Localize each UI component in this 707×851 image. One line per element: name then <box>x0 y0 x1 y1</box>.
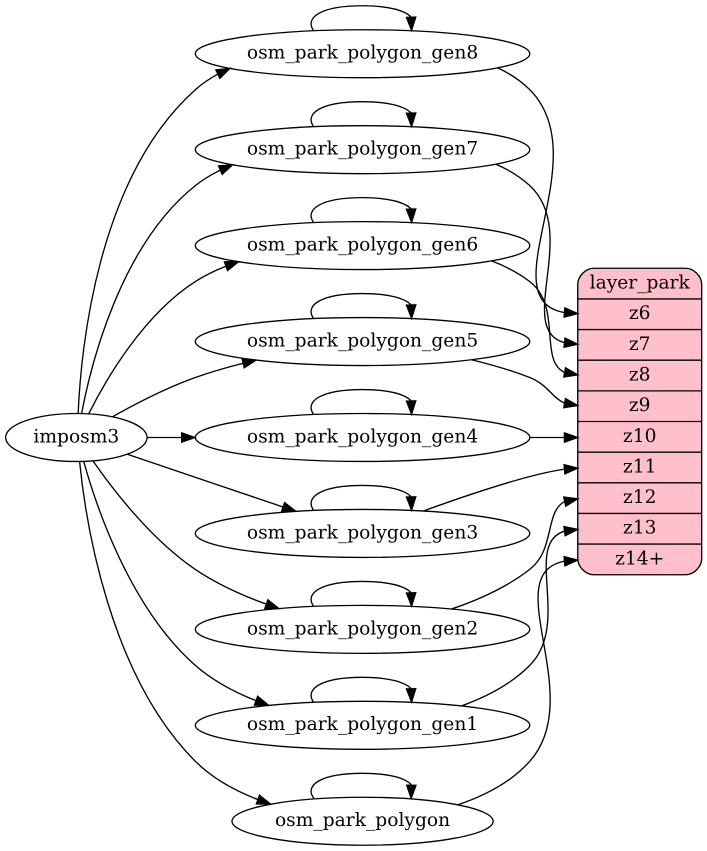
svg-text:z6: z6 <box>629 303 651 324</box>
svg-text:osm_park_polygon_gen3: osm_park_polygon_gen3 <box>247 522 478 543</box>
svg-text:osm_park_polygon: osm_park_polygon <box>275 810 450 831</box>
svg-text:osm_park_polygon_gen4: osm_park_polygon_gen4 <box>247 426 478 447</box>
svg-text:osm_park_polygon_gen2: osm_park_polygon_gen2 <box>247 618 478 639</box>
svg-text:osm_park_polygon_gen1: osm_park_polygon_gen1 <box>247 714 478 735</box>
svg-text:z10: z10 <box>623 426 657 447</box>
svg-text:osm_park_polygon_gen6: osm_park_polygon_gen6 <box>247 235 478 256</box>
svg-text:z14+: z14+ <box>615 548 664 569</box>
svg-text:osm_park_polygon_gen5: osm_park_polygon_gen5 <box>247 330 478 351</box>
svg-text:layer_park: layer_park <box>590 273 691 294</box>
svg-text:z8: z8 <box>629 364 651 385</box>
svg-text:osm_park_polygon_gen7: osm_park_polygon_gen7 <box>247 139 478 160</box>
svg-text:z7: z7 <box>629 334 651 355</box>
svg-text:z12: z12 <box>623 487 657 508</box>
svg-text:z11: z11 <box>623 456 657 477</box>
svg-text:imposm3: imposm3 <box>33 426 119 447</box>
svg-text:z9: z9 <box>629 395 651 416</box>
svg-text:osm_park_polygon_gen8: osm_park_polygon_gen8 <box>247 43 478 64</box>
svg-text:z13: z13 <box>623 518 657 539</box>
